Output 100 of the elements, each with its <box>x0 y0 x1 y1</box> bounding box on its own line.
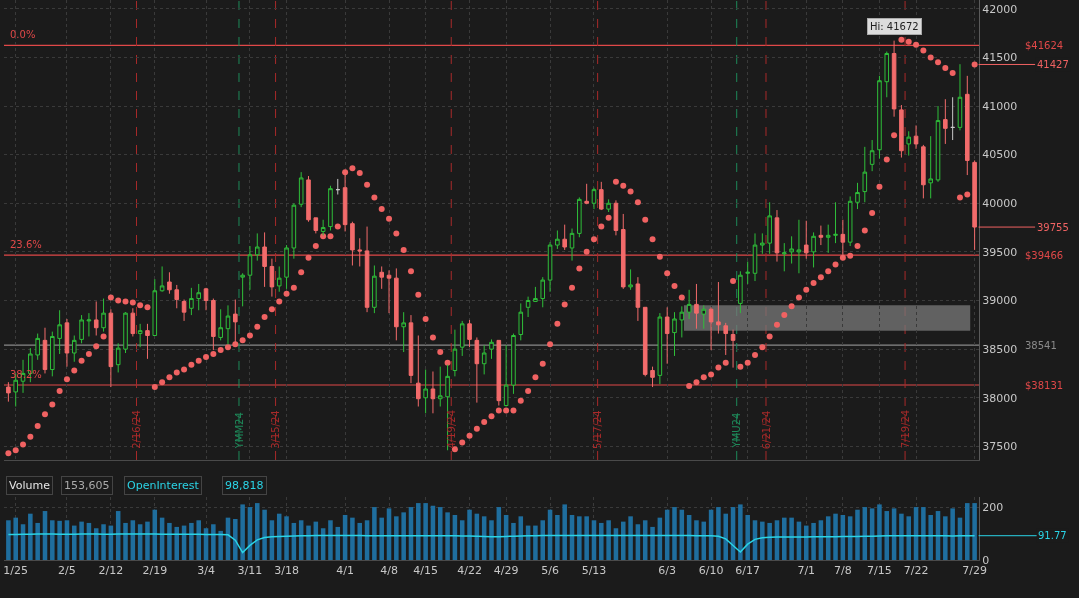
candlestick <box>313 217 319 234</box>
bar <box>93 528 99 560</box>
candlestick <box>943 98 948 145</box>
candlestick <box>899 104 904 159</box>
candlestick <box>474 336 480 404</box>
x-tick-label: 7/1 <box>797 564 816 578</box>
candlestick <box>701 304 707 330</box>
bar <box>599 522 604 560</box>
candlestick <box>328 185 333 231</box>
annotation: 6/21/24 <box>760 410 772 450</box>
candlestick <box>825 224 831 254</box>
x-tick-label: 4/1 <box>336 564 354 578</box>
candlestick <box>591 187 597 210</box>
x-tick-label: 7/15 <box>867 564 892 578</box>
x-tick-label: 7/22 <box>903 564 929 578</box>
candlestick <box>350 221 355 266</box>
bar <box>57 520 62 560</box>
candlestick <box>928 135 933 199</box>
y-tick-label: 38000 <box>982 391 1018 405</box>
candlestick <box>123 311 128 354</box>
bar <box>306 525 311 560</box>
candlestick <box>269 258 275 298</box>
candlestick <box>884 51 890 98</box>
bar <box>379 517 384 560</box>
candlestick <box>672 311 677 357</box>
candlestick <box>57 309 62 355</box>
candlestick <box>921 144 926 199</box>
candlestick <box>716 281 721 335</box>
annotation: 5/17/24 <box>592 410 604 449</box>
bar <box>328 520 333 560</box>
ref-line-label: 38541 <box>1025 340 1057 351</box>
candlestick <box>679 305 685 338</box>
candlestick <box>752 232 758 282</box>
y-tick-label: 0 <box>982 553 990 567</box>
x-tick-label: 7/29 <box>962 564 987 578</box>
candlestick <box>189 287 194 316</box>
candlestick <box>964 75 970 176</box>
candlestick <box>276 265 282 293</box>
candlestick <box>394 267 399 341</box>
bar <box>767 522 772 560</box>
candlestick <box>379 265 384 290</box>
candlestick <box>847 195 853 247</box>
candlestick <box>240 272 245 307</box>
bar <box>416 503 421 560</box>
bar <box>745 515 750 560</box>
y-tick-label: 39000 <box>982 294 1018 308</box>
candlestick <box>789 235 794 265</box>
candlestick <box>584 183 589 205</box>
bar <box>950 508 955 560</box>
candlestick <box>811 231 816 268</box>
candlestick <box>452 329 458 377</box>
bar <box>943 516 948 560</box>
candlestick <box>562 224 567 251</box>
candlestick <box>833 201 838 244</box>
candlestick <box>774 209 780 263</box>
candlestick <box>430 370 436 414</box>
bar <box>555 515 560 560</box>
x-tick-label: 3/4 <box>197 564 215 578</box>
bar <box>35 522 40 560</box>
candlestick <box>254 232 260 262</box>
candlestick <box>401 311 406 353</box>
series-label: Volume <box>9 479 51 492</box>
annotation: YMM24 <box>233 412 245 450</box>
candlestick <box>796 219 802 274</box>
annotation: 2/16/24 <box>131 410 143 449</box>
bar <box>628 516 633 560</box>
candlestick <box>642 306 648 377</box>
candlestick <box>511 333 516 395</box>
candlestick <box>862 146 868 203</box>
candlestick <box>6 381 11 403</box>
bar <box>262 509 267 560</box>
candlestick <box>518 302 524 341</box>
candlestick <box>101 298 106 333</box>
y-tick-label: 200 <box>982 500 1004 514</box>
candlestick <box>891 40 897 118</box>
candlestick <box>745 261 750 285</box>
candlestick <box>877 75 882 160</box>
bar <box>240 504 245 560</box>
bar <box>255 503 260 560</box>
bar <box>6 520 11 560</box>
candlestick <box>803 220 809 260</box>
candlestick <box>606 198 611 213</box>
bar <box>716 507 721 560</box>
candlestick <box>708 306 714 351</box>
annotation: 3/15/24 <box>270 410 282 449</box>
bar <box>760 521 765 560</box>
bar <box>921 507 926 560</box>
candlestick <box>767 201 772 255</box>
bar <box>928 515 933 560</box>
candlestick <box>35 333 40 361</box>
candlestick <box>540 276 546 308</box>
candlestick <box>547 241 553 293</box>
bar <box>738 504 743 560</box>
candlestick <box>262 231 267 288</box>
candlestick <box>42 327 48 374</box>
x-tick-label: 6/10 <box>698 564 724 578</box>
ref-line-label: $41624 <box>1025 40 1064 51</box>
candlestick <box>467 319 472 348</box>
annotation: 39755 <box>1037 222 1069 233</box>
candlestick <box>291 202 297 260</box>
